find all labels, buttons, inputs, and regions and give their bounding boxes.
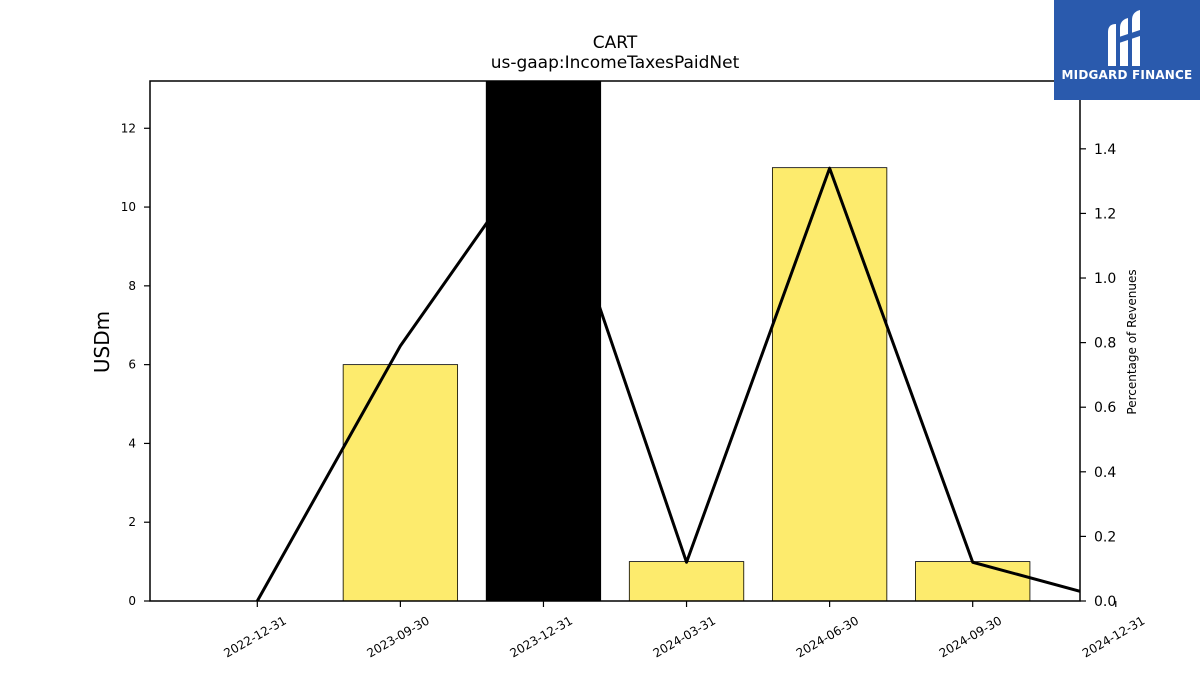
y2-tick-label: 0.2 <box>1094 529 1116 545</box>
y-tick-label: 10 <box>121 200 136 214</box>
y2-axis-label: Percentage of Revenues <box>1125 269 1139 414</box>
y-tick-label: 12 <box>121 121 136 135</box>
x-tick-label: 2024-03-31 <box>651 613 718 660</box>
bar <box>771 167 888 601</box>
x-tick-label: 2024-09-30 <box>937 613 1004 660</box>
bar <box>628 561 745 601</box>
y-tick-label: 4 <box>128 436 136 450</box>
x-tick-label: 2024-12-31 <box>1080 613 1147 660</box>
y-tick-label: 2 <box>128 515 136 529</box>
y-tick-label: 0 <box>128 594 136 608</box>
bar <box>485 81 602 601</box>
y2-tick-label: 1.0 <box>1094 271 1116 287</box>
x-tick-label: 2023-09-30 <box>364 613 431 660</box>
chart-title: CART <box>593 33 638 53</box>
x-tick-label: 2024-06-30 <box>794 613 861 660</box>
y-tick-label: 6 <box>128 358 136 372</box>
y2-tick-label: 1.2 <box>1094 206 1116 222</box>
brand-logo: MIDGARD FINANCE <box>1054 0 1200 100</box>
y2-tick-label: 0.0 <box>1094 594 1116 610</box>
y-axis-label: USDm <box>90 311 114 373</box>
x-tick-label: 2023-12-31 <box>508 613 575 660</box>
series-line <box>255 140 1080 601</box>
logo-mark-icon <box>1108 10 1140 66</box>
bar <box>915 561 1031 601</box>
plot-area: 0 2 4 6 8 10 12 0.0 0.2 0.4 0.6 0.8 1.0 1.2 1.4 2022-12… <box>121 80 1147 660</box>
y2-tick-label: 0.8 <box>1094 336 1116 352</box>
x-tick-label: 2022-12-31 <box>221 613 288 660</box>
y2-tick-label: 1.4 <box>1094 142 1116 158</box>
y-tick-label: 8 <box>128 279 136 293</box>
plot-frame <box>149 80 1081 602</box>
bar <box>342 364 459 601</box>
y2-tick-label: 0.4 <box>1094 465 1116 481</box>
y2-tick-label: 0.6 <box>1094 400 1116 416</box>
logo-text: MIDGARD FINANCE <box>1061 68 1193 82</box>
chart-subtitle: us-gaap:IncomeTaxesPaidNet <box>491 53 740 73</box>
